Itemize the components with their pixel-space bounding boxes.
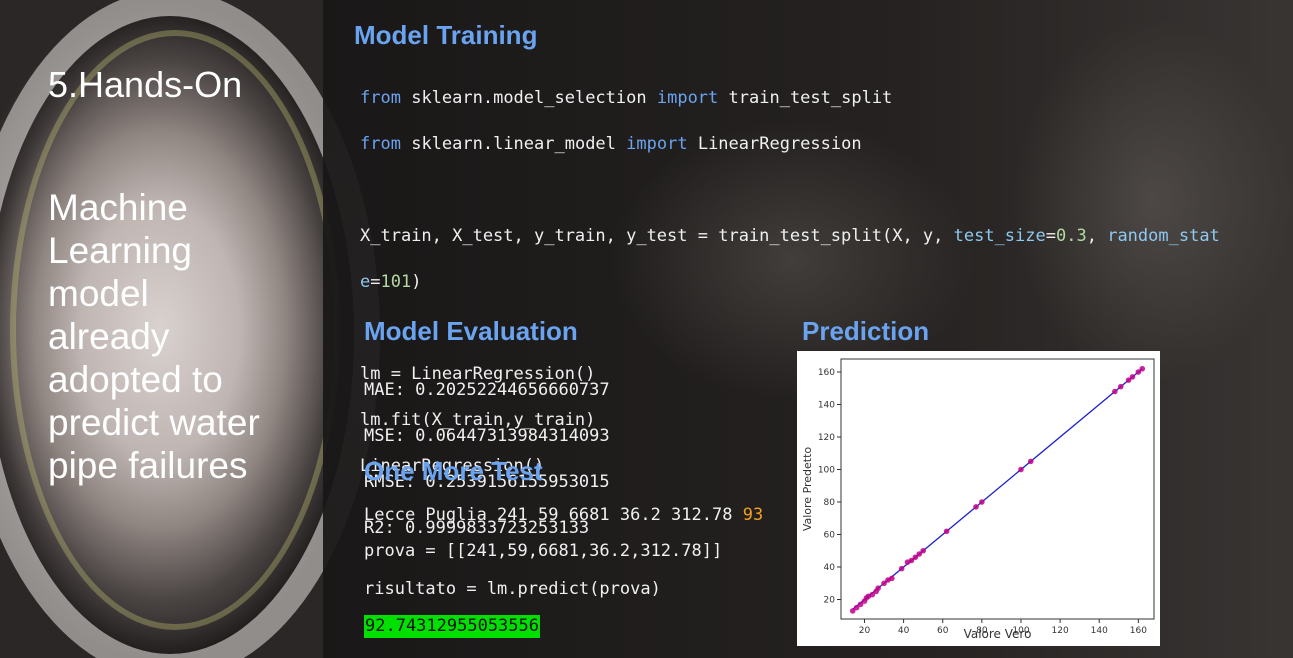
- description-line: model: [48, 273, 149, 314]
- scatter-plot: 20 40 60 80 100 120 140 160 20 40 60 80 100 120 140 160…: [801, 358, 1155, 641]
- metric-r2: R2: 0.9999833723253133: [364, 518, 590, 538]
- y-axis-label: Valore Predetto: [801, 447, 814, 532]
- x-tick-label: 80: [976, 626, 988, 636]
- data-point: [920, 547, 926, 554]
- x-tick-label: 160: [1130, 626, 1147, 636]
- prediction-output-value: 92.74312955053556: [364, 615, 540, 638]
- data-point: [853, 604, 860, 611]
- split-line: X_train, X_test, y_train, y_test = train…: [360, 226, 1220, 246]
- data-point: [898, 565, 905, 572]
- prediction-title: Prediction: [802, 316, 930, 346]
- description-line: Learning: [48, 230, 193, 271]
- import-line: from sklearn.linear_model import LinearR…: [360, 134, 862, 154]
- training-code: from sklearn.model_selection import trai…: [360, 64, 1220, 501]
- test-row-target: 93: [742, 505, 764, 525]
- one-more-test-title: One More Test: [364, 456, 543, 486]
- data-point: [1139, 365, 1146, 372]
- y-tick-label: 20: [824, 596, 836, 606]
- risultato-line: risultato = lm.predict(prova): [364, 579, 661, 599]
- description-line: already: [48, 316, 170, 357]
- data-point: [1018, 466, 1024, 473]
- data-point: [973, 504, 979, 510]
- metric-mse: MSE: 0.06447313984314093: [364, 426, 610, 446]
- y-tick-label: 160: [818, 368, 835, 378]
- test-row: Lecce Puglia 241 59 6681 36.2 312.78 93: [364, 505, 764, 525]
- y-tick-label: 120: [818, 433, 835, 443]
- y-tick-label: 140: [818, 401, 835, 411]
- data-point: [875, 585, 881, 591]
- x-tick-label: 140: [1091, 626, 1108, 636]
- data-point: [881, 580, 887, 587]
- data-point: [943, 528, 950, 535]
- model-evaluation-title: Model Evaluation: [364, 316, 578, 346]
- data-point: [1112, 388, 1118, 395]
- data-point: [1117, 383, 1124, 390]
- description-line: Machine: [48, 187, 188, 228]
- code-line: lm.fit(X_train,y_train): [360, 410, 596, 430]
- data-point: [908, 557, 915, 564]
- code-line: lm = LinearRegression(): [360, 364, 596, 384]
- y-tick-label: 40: [824, 563, 836, 573]
- split-line-cont: e=101): [360, 272, 422, 292]
- data-point: [1135, 369, 1142, 375]
- description-line: pipe failures: [48, 445, 248, 486]
- evaluation-metrics: MAE: 0.20252244656660737 MSE: 0.06447313…: [364, 356, 610, 563]
- y-tick-label: 100: [818, 466, 835, 476]
- data-point: [849, 608, 856, 614]
- data-point: [1125, 377, 1132, 383]
- data-point: [916, 551, 923, 557]
- import-line: from sklearn.model_selection import trai…: [360, 88, 893, 108]
- description-line: predict water: [48, 402, 260, 443]
- x-tick-label: 60: [937, 626, 949, 636]
- y-tick-label: 60: [824, 531, 836, 541]
- metric-rmse: RMSE: 0.2539156155953015: [364, 472, 610, 492]
- data-point: [869, 591, 876, 598]
- slide-description: Machine Learning model already adopted t…: [48, 186, 260, 487]
- data-point: [889, 575, 895, 582]
- prova-line: prova = [[241,59,6681,36.2,312.78]]: [364, 541, 723, 561]
- y-tick-label: 80: [824, 498, 836, 508]
- data-point: [912, 554, 919, 561]
- x-tick-label: 120: [1052, 626, 1069, 636]
- data-point: [979, 499, 985, 505]
- description-line: adopted to: [48, 359, 223, 400]
- x-tick-label: 20: [859, 626, 871, 636]
- metric-mae: MAE: 0.20252244656660737: [364, 380, 610, 400]
- data-point: [1129, 374, 1136, 380]
- model-training-title: Model Training: [354, 20, 538, 50]
- x-tick-label: 100: [1012, 626, 1029, 636]
- prediction-chart: 20 40 60 80 100 120 140 160 20 40 60 80 100 120 140 160…: [797, 351, 1160, 646]
- code-line: LinearRegression(): [360, 456, 545, 476]
- data-point: [857, 601, 864, 608]
- x-axis-label: Valore Vero: [964, 627, 1032, 641]
- x-tick-label: 40: [898, 626, 910, 636]
- prediction-output: 92.74312955053556: [364, 615, 540, 638]
- slide-heading: 5.Hands-On: [48, 64, 243, 105]
- data-point: [1027, 458, 1034, 465]
